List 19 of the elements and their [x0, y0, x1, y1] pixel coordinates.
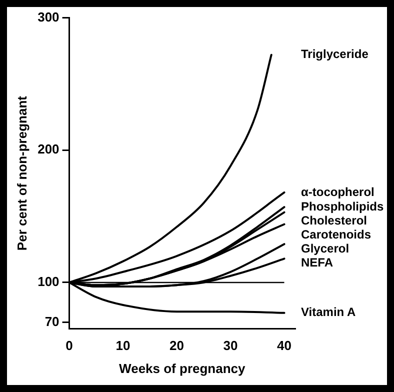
series-label: α-tocopherol [301, 184, 374, 199]
series-label: NEFA [301, 255, 334, 270]
series-label: Carotenoids [301, 227, 372, 242]
series-label: Vitamin A [301, 305, 356, 320]
y-tick-label: 200 [38, 142, 60, 157]
series-label: Phospholipids [301, 199, 384, 214]
y-axis-title: Per cent of non-pregnant [14, 95, 30, 251]
x-tick-label: 0 [66, 338, 73, 354]
text: Triglyceride [301, 47, 369, 62]
series-label: Glycerol [301, 241, 350, 256]
y-tick-label: 70 [44, 314, 60, 329]
y-tick-label: 100 [38, 274, 60, 290]
x-tick-label: 40 [277, 338, 292, 354]
y-tick-label: 300 [38, 9, 60, 24]
series-label: Cholesterol [301, 213, 368, 228]
x-tick-label: 10 [116, 338, 130, 354]
x-tick-label: 20 [170, 338, 184, 354]
x-axis-title: Weeks of pregnancy [119, 360, 246, 376]
x-tick-label: 30 [223, 338, 238, 354]
